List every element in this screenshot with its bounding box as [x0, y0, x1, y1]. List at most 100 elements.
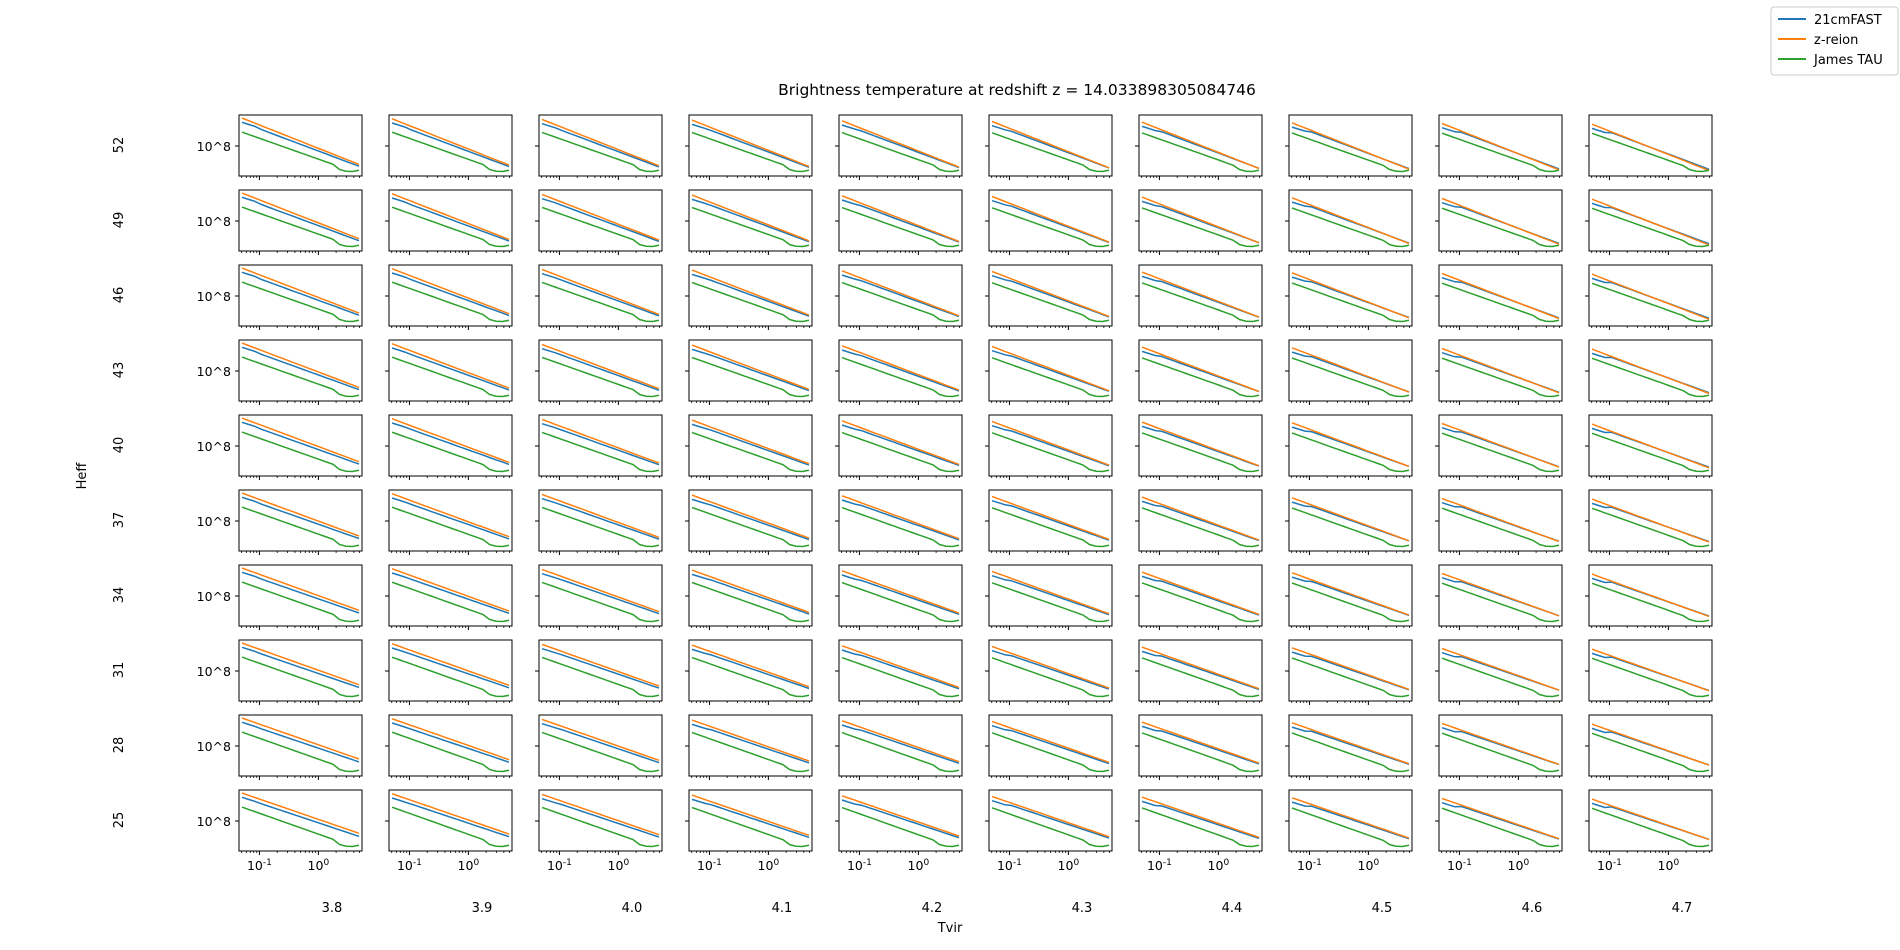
series-line-james-tau	[1441, 132, 1560, 173]
series-line-z-reion	[991, 195, 1110, 243]
series-line-james-tau	[991, 282, 1110, 323]
subplot-frame	[1438, 339, 1563, 402]
series-line-z-reion	[1591, 573, 1710, 618]
series-line-z-reion	[691, 794, 810, 837]
series-line-james-tau	[241, 581, 360, 623]
series-line-z-reion	[1591, 423, 1710, 469]
series-line-21cmfast	[541, 347, 660, 392]
series-line-james-tau	[1591, 357, 1710, 398]
series-line-james-tau	[991, 732, 1110, 773]
series-line-z-reion	[1591, 273, 1710, 320]
subplot-frame	[1588, 264, 1713, 327]
series-line-z-reion	[841, 495, 960, 540]
series-line-21cmfast	[691, 273, 810, 317]
x-tick-label: 100	[1058, 858, 1080, 873]
series-line-z-reion	[241, 342, 360, 389]
series-line-james-tau	[1591, 657, 1710, 698]
series-line-james-tau	[691, 131, 810, 173]
series-line-james-tau	[241, 431, 360, 473]
series-line-z-reion	[841, 570, 960, 614]
subplot-panel: 10-1 100	[985, 789, 1113, 873]
subplot-panel: 10-1 100	[1135, 789, 1263, 873]
series-line-james-tau	[1441, 357, 1560, 398]
series-line-z-reion	[991, 720, 1110, 764]
series-line-james-tau	[391, 206, 510, 248]
series-line-z-reion	[1591, 648, 1710, 692]
subplot-frame	[838, 714, 963, 777]
subplot-panel	[835, 264, 963, 330]
series-line-james-tau	[1291, 507, 1410, 548]
series-line-james-tau	[841, 206, 960, 248]
series-line-z-reion	[1291, 722, 1410, 765]
series-line-z-reion	[691, 119, 810, 168]
subplot-panel	[1435, 339, 1563, 405]
subplot-panel	[1135, 714, 1263, 780]
subplot-panel: 10^8	[197, 189, 363, 255]
subplot-panel	[685, 639, 813, 705]
series-line-james-tau	[1441, 282, 1560, 323]
series-line-21cmfast	[541, 122, 660, 168]
subplot-frame	[1288, 714, 1413, 777]
x-tick-label: 100	[1208, 858, 1230, 873]
subplot-panel	[685, 564, 813, 630]
subplot-panel: 10-1 100	[535, 789, 663, 873]
subplot-frame	[538, 414, 663, 477]
series-line-21cmfast	[391, 122, 510, 168]
x-tick-label: 10-1	[997, 858, 1022, 873]
subplot-frame	[988, 489, 1113, 552]
subplot-panel: 10^8	[197, 714, 363, 780]
legend: 21cmFAST z-reion James TAU	[1770, 6, 1899, 76]
subplot-panel	[835, 489, 963, 555]
series-line-james-tau	[1141, 582, 1260, 623]
x-tick-label: 10-1	[1147, 858, 1172, 873]
series-line-21cmfast	[241, 346, 360, 391]
series-line-z-reion	[541, 268, 660, 316]
series-line-z-reion	[1591, 198, 1710, 246]
subplot-panel	[1285, 414, 1413, 480]
series-line-21cmfast	[1141, 725, 1260, 765]
subplot-panel: 10-1 100	[1285, 789, 1413, 873]
subplot-frame	[838, 414, 963, 477]
column-label: 4.4	[1222, 901, 1243, 916]
series-line-james-tau	[691, 806, 810, 848]
series-line-james-tau	[1141, 657, 1260, 698]
series-line-james-tau	[1441, 507, 1560, 548]
subplot-panel	[1135, 264, 1263, 330]
subplot-panel	[685, 414, 813, 480]
subplot-panel	[535, 114, 663, 180]
series-line-z-reion	[841, 795, 960, 837]
series-line-z-reion	[541, 343, 660, 390]
series-line-z-reion	[1291, 122, 1410, 170]
subplot-panel: 10^8	[197, 264, 363, 330]
row-label: 34	[112, 587, 127, 604]
series-line-z-reion	[1141, 271, 1260, 318]
series-line-21cmfast	[841, 574, 960, 616]
x-tick-label: 10-1	[397, 858, 422, 873]
series-line-james-tau	[691, 356, 810, 398]
series-line-james-tau	[691, 581, 810, 623]
series-line-z-reion	[1141, 646, 1260, 690]
series-line-z-reion	[1441, 647, 1560, 691]
subplot-panel	[985, 189, 1113, 255]
subplot-panel: 10^8	[197, 339, 363, 405]
column-label: 3.9	[472, 901, 493, 916]
series-line-21cmfast	[541, 197, 660, 243]
series-line-21cmfast	[841, 124, 960, 169]
series-line-james-tau	[1441, 732, 1560, 773]
subplot-frame	[1588, 114, 1713, 177]
series-line-james-tau	[1141, 282, 1260, 323]
series-line-z-reion	[1441, 572, 1560, 617]
series-line-z-reion	[1141, 196, 1260, 244]
subplot-panel	[1435, 714, 1563, 780]
series-line-21cmfast	[241, 571, 360, 614]
series-line-james-tau	[1291, 657, 1410, 698]
series-line-james-tau	[991, 657, 1110, 698]
series-line-james-tau	[841, 281, 960, 323]
series-line-james-tau	[841, 656, 960, 698]
series-line-james-tau	[1591, 282, 1710, 323]
series-line-21cmfast	[541, 572, 660, 615]
series-line-21cmfast	[991, 649, 1110, 690]
series-line-21cmfast	[391, 197, 510, 242]
series-line-z-reion	[241, 717, 360, 760]
